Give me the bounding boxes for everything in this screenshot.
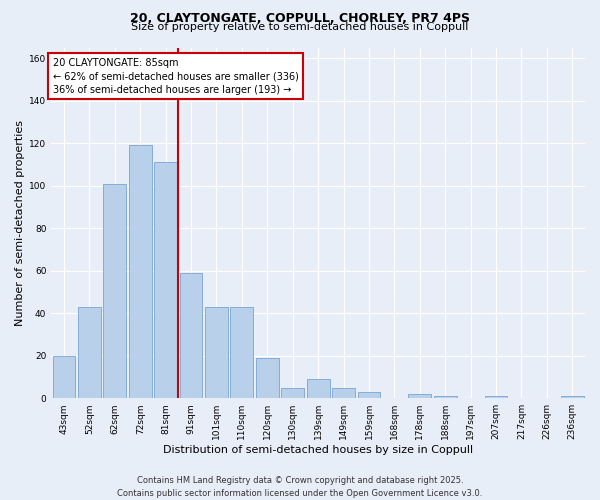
Bar [485,396,508,398]
Bar [307,379,329,398]
Y-axis label: Number of semi-detached properties: Number of semi-detached properties [15,120,25,326]
Bar [561,396,584,398]
Title: 20, CLAYTONGATE, COPPULL, CHORLEY, PR7 4PS
Size of property relative to semi-det: 20, CLAYTONGATE, COPPULL, CHORLEY, PR7 4… [0,499,1,500]
Bar [154,162,177,398]
Text: 20 CLAYTONGATE: 85sqm
← 62% of semi-detached houses are smaller (336)
36% of sem: 20 CLAYTONGATE: 85sqm ← 62% of semi-deta… [53,58,298,94]
X-axis label: Distribution of semi-detached houses by size in Coppull: Distribution of semi-detached houses by … [163,445,473,455]
Bar [205,307,228,398]
Bar [332,388,355,398]
Text: Contains HM Land Registry data © Crown copyright and database right 2025.
Contai: Contains HM Land Registry data © Crown c… [118,476,482,498]
Bar [281,388,304,398]
Bar [256,358,279,398]
Text: 20, CLAYTONGATE, COPPULL, CHORLEY, PR7 4PS: 20, CLAYTONGATE, COPPULL, CHORLEY, PR7 4… [130,12,470,26]
Bar [409,394,431,398]
Bar [78,307,101,398]
Bar [179,273,202,398]
Text: Size of property relative to semi-detached houses in Coppull: Size of property relative to semi-detach… [131,22,469,32]
Bar [230,307,253,398]
Bar [358,392,380,398]
Bar [53,356,76,398]
Bar [434,396,457,398]
Bar [129,146,152,398]
Bar [103,184,126,398]
